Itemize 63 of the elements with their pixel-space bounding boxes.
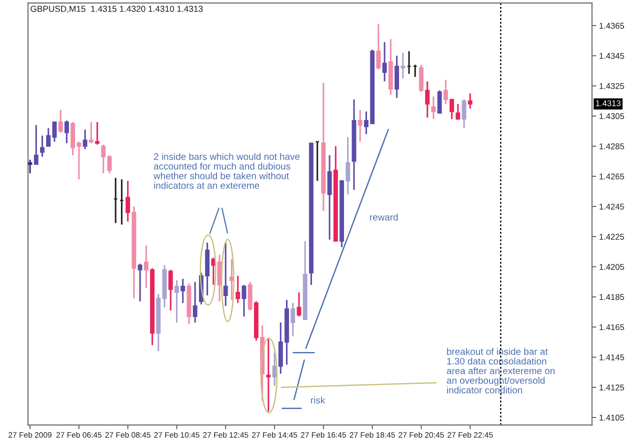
annotation: 2 inside bars which would not have accounted for much and dubious whether should be taken without indicators at an extereme: [154, 153, 300, 189]
candlestick: [180, 278, 186, 304]
y-tick-label: 1.4125: [600, 384, 624, 390]
y-tick-label: 1.4325: [600, 83, 624, 89]
candlestick: [168, 269, 173, 312]
candlestick: [138, 262, 142, 302]
y-tick-label: 1.4225: [600, 234, 624, 240]
y-tick-label: 1.4305: [600, 113, 624, 120]
candlestick: [327, 154, 332, 240]
candlestick: [52, 121, 57, 142]
y-tick-label: 1.4285: [600, 143, 624, 150]
candlestick: [211, 256, 216, 286]
candlestick: [40, 134, 44, 158]
candlestick: [400, 52, 406, 80]
candlestick: [450, 98, 454, 120]
candlestick: [236, 275, 240, 304]
candlestick: [431, 96, 436, 120]
candlestick: [358, 109, 362, 142]
candlestick: [82, 128, 88, 150]
candlestick: [64, 120, 69, 144]
annotation: breakout of inside bar at 1.30 data consoladation area after an extereme on an overbought/oversold indicator condition: [446, 348, 555, 394]
y-tick-label: 1.4205: [600, 264, 624, 270]
candlestick: [192, 281, 198, 324]
candlestick: [468, 92, 472, 110]
candlestick: [462, 98, 466, 129]
candlestick: [425, 80, 430, 118]
candlestick: [88, 121, 94, 144]
candlestick: [46, 127, 51, 147]
candlestick: [266, 338, 271, 412]
y-tick-label: 1.4185: [600, 294, 624, 300]
candlestick: [34, 124, 38, 166]
annotation: 1.4313: [596, 100, 621, 106]
y-tick-label: 1.4105: [600, 414, 624, 421]
candlestick: [394, 54, 400, 99]
candlestick: [437, 90, 442, 114]
candlestick: [101, 144, 106, 174]
candlestick: [107, 154, 112, 174]
candlestick: [242, 284, 246, 318]
y-tick-label: 1.4145: [600, 354, 624, 360]
candlestick: [230, 258, 234, 301]
candlestick: [126, 180, 130, 222]
y-tick-label: 1.4265: [600, 174, 624, 180]
candlestick: [443, 79, 448, 105]
candlestick: [382, 41, 387, 82]
candlestick: [346, 136, 350, 196]
candlestick: [376, 23, 381, 70]
y-tick-label: 1.4345: [600, 52, 624, 59]
candlestick: [28, 158, 32, 174]
chart-title: GBPUSD,M15 1.4315 1.4320 1.4310 1.4313: [30, 6, 203, 13]
y-tick-label: 1.4365: [600, 22, 624, 29]
candlestick: [296, 292, 302, 318]
candlestick: [95, 121, 100, 146]
candlestick: [419, 64, 424, 93]
candlestick: [456, 103, 460, 120]
annotation: reward: [370, 214, 398, 221]
y-tick-label: 1.4245: [600, 204, 624, 210]
candlestick: [58, 109, 63, 134]
annotation: risk: [311, 396, 326, 404]
candlestick: [144, 244, 148, 289]
candlestick: [174, 280, 179, 324]
candlestick: [223, 242, 228, 307]
candlestick: [290, 302, 296, 337]
y-tick-label: 1.4165: [600, 324, 624, 330]
